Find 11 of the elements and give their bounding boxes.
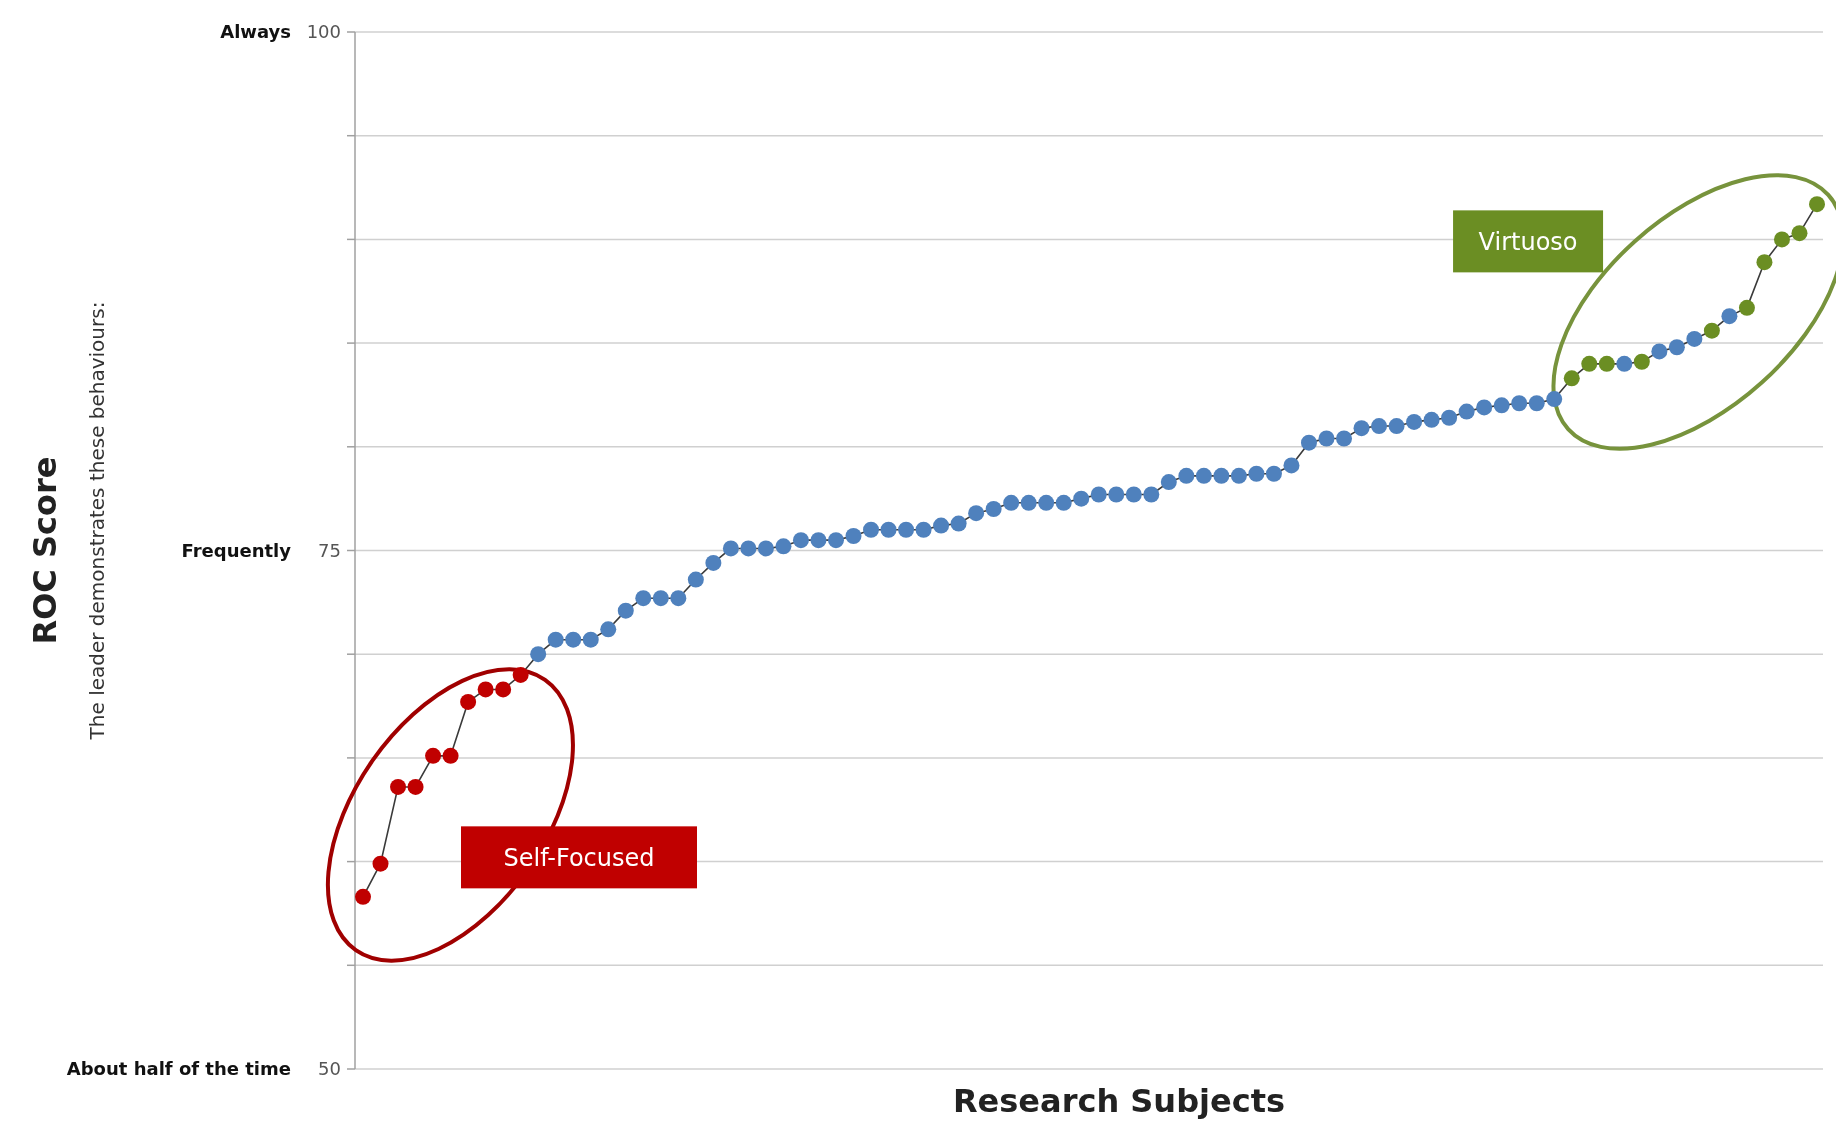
annotation: Self-Focused xyxy=(503,843,655,872)
y-tick-label: 100 xyxy=(306,21,341,43)
y-tick-label: 75 xyxy=(318,539,341,561)
text: Always xyxy=(220,21,291,43)
x-axis-title: Research Subjects xyxy=(952,1082,1286,1120)
text: The leader demonstrates these behaviours: xyxy=(85,301,109,741)
text: ROC Score xyxy=(26,456,64,645)
text: Frequently xyxy=(181,539,292,561)
annotation: Virtuoso xyxy=(1478,227,1578,256)
y-tick-label: 50 xyxy=(318,1058,341,1080)
text: About half of the time xyxy=(66,1058,291,1080)
